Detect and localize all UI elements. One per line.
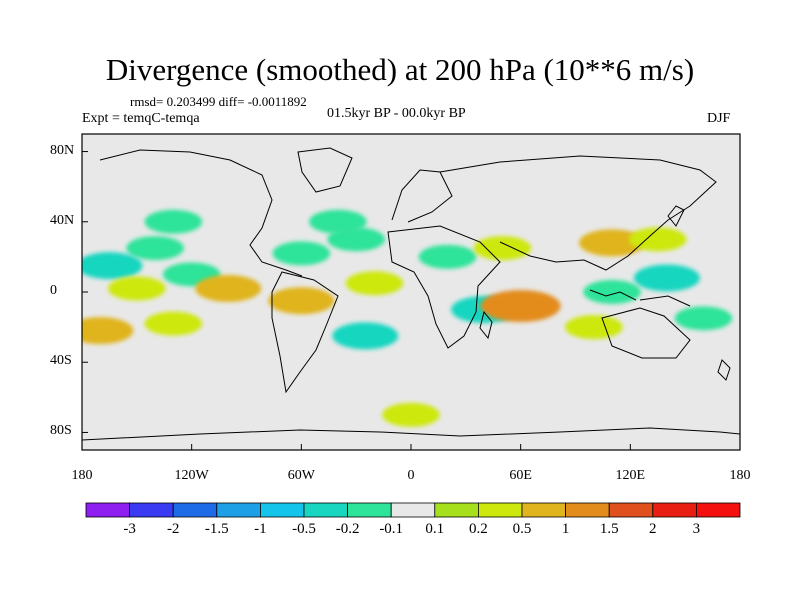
anomaly-blob xyxy=(564,315,623,340)
x-tick-label: 120W xyxy=(174,468,209,483)
anomaly-blob xyxy=(583,280,641,304)
anomaly-blob xyxy=(480,290,561,323)
colorbar-swatch xyxy=(85,502,130,518)
colorbar-swatch xyxy=(216,502,261,518)
anomaly-blob xyxy=(144,311,203,336)
anomaly-blob xyxy=(345,271,404,296)
anomaly-blob xyxy=(82,317,134,345)
colorbar-swatch xyxy=(172,502,218,518)
colorbar-label: -0.2 xyxy=(335,521,360,537)
tick-marks xyxy=(81,151,741,450)
colorbar-label: 0.1 xyxy=(425,521,445,537)
colorbar-swatch xyxy=(521,502,566,518)
anomaly-blob xyxy=(674,306,733,331)
chart-title: Divergence (smoothed) at 200 hPa (10**6 … xyxy=(105,52,695,87)
colorbar-label: 1 xyxy=(561,521,570,537)
colorbar-swatch xyxy=(565,502,610,518)
colorbar-swatch xyxy=(303,502,348,518)
colorbar-label: -0.5 xyxy=(292,521,316,537)
colorbar-swatch xyxy=(434,502,479,518)
colorbar-label: 0.2 xyxy=(469,521,488,537)
colorbar-label: -1.5 xyxy=(204,521,229,537)
anomaly-blob xyxy=(108,276,166,301)
colorbar-label: 3 xyxy=(692,521,701,537)
anomaly-blob xyxy=(126,236,184,261)
colorbar-label: 1.5 xyxy=(599,521,619,537)
colorbar xyxy=(85,502,741,518)
anomaly-blob xyxy=(144,209,203,234)
coastlines xyxy=(82,147,740,441)
period-label: 01.5kyr BP - 00.0kyr BP xyxy=(327,106,466,121)
y-tick-label: 80S xyxy=(50,423,72,439)
x-tick-label: 180 xyxy=(71,468,93,483)
anomaly-blob xyxy=(633,264,700,292)
x-tick-label: 60E xyxy=(509,468,532,483)
experiment-label: Expt = temqC-temqa xyxy=(82,111,200,126)
anomaly-blob xyxy=(382,402,440,427)
anomaly-blob xyxy=(309,209,367,234)
anomaly-layer xyxy=(82,209,733,427)
colorbar-swatch xyxy=(390,502,436,518)
colorbar-swatch xyxy=(696,502,741,518)
colorbar-swatch xyxy=(608,502,654,518)
stats-text: rmsd= 0.203499 diff= -0.0011892 xyxy=(130,94,307,109)
anomaly-blob xyxy=(195,274,262,302)
anomaly-blob xyxy=(628,227,687,252)
colorbar-label: 2 xyxy=(649,521,657,537)
y-tick-label: 0 xyxy=(50,283,57,298)
colorbar-label: -2 xyxy=(166,521,180,537)
anomaly-blob xyxy=(272,241,331,266)
season-label: DJF xyxy=(707,111,731,126)
map-background xyxy=(82,134,740,450)
anomaly-blob xyxy=(579,229,646,257)
colorbar-swatch xyxy=(347,502,392,518)
colorbar-swatch xyxy=(477,502,523,518)
colorbar-swatch xyxy=(259,502,305,518)
y-tick-label: 40N xyxy=(50,212,75,228)
y-tick-label: 40S xyxy=(50,353,72,369)
colorbar-swatch xyxy=(652,502,697,518)
anomaly-blob xyxy=(418,244,477,269)
anomaly-blob xyxy=(473,236,532,261)
colorbar-swatch xyxy=(129,502,174,518)
colorbar-label: 0.5 xyxy=(512,521,532,537)
anomaly-blob xyxy=(268,287,335,315)
colorbar-label: -3 xyxy=(123,521,136,537)
y-tick-label: 80N xyxy=(50,142,75,158)
x-tick-label: 60W xyxy=(287,468,315,483)
colorbar-label: -0.1 xyxy=(379,521,404,537)
x-tick-label: 0 xyxy=(407,468,415,483)
x-tick-label: 180 xyxy=(729,468,751,483)
anomaly-blob xyxy=(82,252,143,280)
x-tick-label: 120E xyxy=(615,468,646,483)
anomaly-blob xyxy=(332,322,399,350)
colorbar-label: -1 xyxy=(254,521,267,537)
